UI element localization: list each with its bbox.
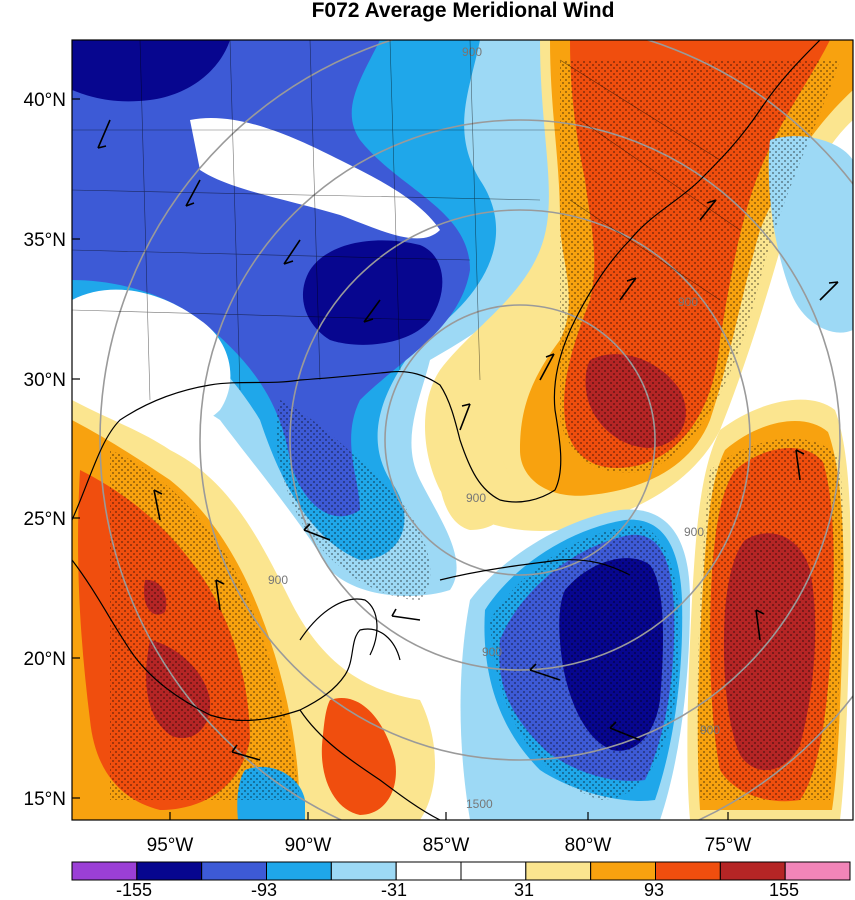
wind-barb	[755, 609, 765, 641]
latitude-axis	[72, 98, 80, 799]
colorbar-swatch	[460, 861, 527, 881]
range-ring-labels: 900 900 900 900 900 900 900 1500	[268, 45, 720, 811]
ring-label: 900	[462, 45, 482, 59]
map-frame	[71, 39, 854, 821]
lon-label-80w: 80°W	[565, 835, 612, 856]
stipple-caribbean	[490, 525, 680, 800]
map-panel: 900 900 900 900 900 900 900 1500	[72, 40, 853, 820]
wind-barb	[539, 353, 555, 381]
lon-label-75w: 75°W	[705, 835, 752, 856]
lat-label-20n: 20°N	[24, 649, 66, 670]
lat-label-40n: 40°N	[24, 90, 66, 111]
ring-label: 900	[684, 525, 704, 539]
gulf-coast-line	[72, 40, 821, 521]
lon-label-90w: 90°W	[285, 835, 332, 856]
neutral-region-texas	[72, 289, 231, 428]
lon-label-95w: 95°W	[147, 835, 194, 856]
colorbar	[71, 861, 851, 881]
lat-label-25n: 25°N	[24, 509, 66, 530]
positive-region-florida	[438, 427, 511, 530]
colorbar-label: 31	[514, 880, 534, 900]
negative-core-gulf-states	[302, 240, 443, 345]
wind-barb	[819, 281, 839, 301]
cuba-outline	[439, 559, 631, 581]
wind-barb	[97, 119, 111, 149]
colorbar-label: -31	[381, 880, 407, 900]
ring-label: 900	[482, 645, 502, 659]
wind-field-fill	[72, 40, 853, 820]
colorbar-swatch	[525, 861, 592, 881]
colorbar-label: 93	[644, 880, 664, 900]
wind-barb	[609, 721, 641, 741]
state-boundaries	[72, 40, 741, 401]
wind-barb	[391, 608, 421, 621]
ring-label: 900	[700, 723, 720, 737]
stipple-mexico	[110, 450, 300, 800]
colorbar-swatch	[784, 861, 851, 881]
stipple-southeast	[560, 60, 840, 473]
wind-barb	[459, 403, 471, 431]
colorbar-swatch	[266, 861, 332, 881]
wind-barb	[215, 579, 225, 611]
negative-core-top-left	[72, 40, 230, 102]
yucatan-outline	[299, 598, 378, 656]
colorbar-label: 155	[769, 880, 799, 900]
colorbar-swatch	[719, 861, 786, 881]
range-ring-middle	[289, 209, 751, 671]
ring-label: 900	[678, 295, 698, 309]
ring-label: 900	[466, 491, 486, 505]
wind-barb	[363, 299, 381, 323]
ring-label: 1500	[466, 797, 493, 811]
wind-barb	[619, 277, 637, 301]
lat-label-35n: 35°N	[24, 230, 66, 251]
lon-label-85w: 85°W	[423, 835, 470, 856]
colorbar-label: -93	[251, 880, 277, 900]
colorbar-swatch	[201, 861, 267, 881]
longitude-axis	[169, 812, 729, 820]
range-ring-outer	[199, 119, 841, 761]
stipple-gulf	[276, 400, 431, 600]
mexico-coast-line	[72, 559, 401, 722]
colorbar-swatch	[655, 861, 721, 881]
central-america-line	[299, 709, 441, 820]
wind-barb	[795, 449, 805, 481]
stipple-atlantic	[697, 438, 844, 800]
wind-barb	[529, 663, 561, 681]
negative-region-blue-nw	[72, 40, 470, 517]
colorbar-swatch	[71, 861, 138, 881]
colorbar-labels: -155 -93 -31 31 93 155	[116, 880, 799, 900]
wind-barbs	[97, 119, 839, 761]
coastlines	[72, 40, 821, 820]
ring-label: 900	[268, 573, 288, 587]
latitude-labels: 40°N 35°N 30°N 25°N 20°N 15°N	[24, 90, 66, 810]
lat-label-30n: 30°N	[24, 370, 66, 391]
figure-title: F072 Average Meridional Wind	[312, 0, 615, 22]
wind-barb	[699, 199, 717, 221]
colorbar-swatch	[330, 861, 397, 881]
wind-barb	[303, 523, 331, 541]
wind-barb	[153, 489, 163, 521]
colorbar-swatch	[395, 861, 462, 881]
range-ring-inner	[384, 304, 656, 576]
wind-barb	[283, 239, 301, 265]
colorbar-swatch	[590, 861, 656, 881]
range-rings	[99, 40, 853, 820]
colorbar-label: -155	[116, 880, 152, 900]
range-ring-outermost	[99, 40, 853, 820]
wind-barb	[185, 179, 201, 207]
wind-barb	[231, 744, 261, 761]
longitude-labels: 95°W 90°W 85°W 80°W 75°W	[147, 835, 752, 856]
lat-label-15n: 15°N	[24, 789, 66, 810]
colorbar-swatch	[136, 861, 203, 881]
neutral-region-appalachian	[190, 118, 440, 239]
